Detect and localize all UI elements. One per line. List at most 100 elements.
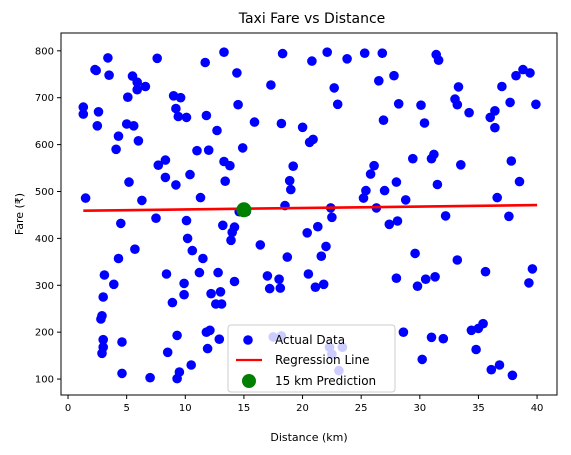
data-point [321, 241, 331, 252]
data-point [202, 343, 213, 354]
data-point [297, 122, 308, 133]
data-point [440, 211, 451, 221]
data-point [408, 153, 418, 164]
data-point [313, 221, 323, 232]
data-point [124, 177, 134, 187]
data-point [432, 179, 443, 190]
data-point [322, 47, 333, 57]
data-point [274, 274, 284, 285]
data-point [201, 110, 212, 121]
data-point [378, 115, 389, 125]
data-point [117, 337, 127, 347]
data-point [130, 244, 140, 254]
data-point [361, 185, 371, 196]
data-point [471, 344, 481, 355]
data-point [438, 333, 449, 344]
data-point [205, 325, 215, 336]
legend-label-actual-data: Actual Data [275, 333, 345, 347]
y-tick-label: 300 [35, 281, 54, 292]
data-point [132, 84, 142, 95]
data-point [98, 292, 108, 302]
y-tick-label: 400 [35, 234, 54, 245]
data-point [160, 172, 171, 183]
data-point [429, 149, 439, 160]
data-point [369, 160, 379, 171]
data-point [160, 155, 171, 165]
data-point [237, 143, 248, 153]
data-point [229, 222, 240, 232]
plot-area [78, 47, 541, 384]
legend: Actual Data Regression Line 15 km Predic… [227, 324, 396, 393]
data-point [203, 145, 214, 155]
data-point [377, 48, 388, 58]
data-point [92, 121, 103, 131]
data-point [524, 278, 534, 288]
x-tick-label: 20 [296, 403, 309, 414]
data-point [232, 68, 242, 78]
data-point [123, 92, 133, 102]
data-point [181, 215, 192, 226]
regression-line [83, 203, 538, 212]
data-point [117, 368, 127, 379]
data-point [379, 185, 390, 196]
data-point [410, 248, 420, 259]
data-point [308, 134, 318, 145]
data-point [525, 68, 535, 78]
data-point [527, 264, 538, 274]
prediction-point [236, 202, 252, 218]
data-point [284, 175, 295, 186]
data-point [98, 334, 108, 345]
data-point [416, 100, 426, 110]
data-point [113, 253, 124, 264]
x-tick-label: 0 [65, 403, 71, 414]
data-point [507, 370, 518, 381]
data-point [391, 273, 402, 284]
data-point [302, 228, 313, 238]
data-point [162, 347, 173, 358]
data-point [264, 283, 275, 294]
data-point [213, 267, 223, 278]
data-point [358, 193, 369, 203]
x-axis: 0 5 10 15 20 25 30 35 40 [65, 395, 543, 414]
data-point [78, 102, 89, 112]
data-point [332, 99, 343, 110]
data-point [137, 195, 147, 206]
data-point [218, 220, 228, 231]
legend-marker-actual-data [243, 335, 253, 345]
data-point [384, 219, 395, 230]
data-point [185, 169, 195, 180]
data-point [417, 354, 428, 365]
x-tick-label: 35 [472, 403, 485, 414]
data-point [392, 216, 403, 226]
legend-label-regression-line: Regression Line [275, 353, 369, 367]
data-point [419, 118, 430, 128]
data-point [233, 99, 243, 110]
data-point [318, 279, 329, 290]
x-tick-label: 15 [238, 403, 251, 414]
data-point [152, 53, 162, 64]
data-point [200, 57, 210, 68]
data-point [464, 107, 474, 118]
data-point [307, 56, 317, 66]
data-point [194, 267, 205, 278]
data-point [430, 272, 440, 282]
data-point [167, 297, 178, 308]
data-point [514, 176, 525, 187]
data-point [214, 334, 225, 345]
data-point [187, 245, 198, 256]
data-point [365, 169, 376, 179]
data-point [506, 156, 517, 166]
data-point [104, 70, 114, 80]
data-point [504, 211, 514, 222]
legend-label-15km-prediction: 15 km Prediction [275, 374, 376, 388]
y-tick-label: 800 [35, 46, 54, 57]
data-point [229, 276, 240, 287]
y-axis-label: Fare (₹) [13, 193, 26, 235]
data-point [310, 282, 321, 293]
plot-frame [60, 32, 558, 396]
data-point [420, 274, 431, 285]
data-point [480, 266, 491, 277]
y-tick-label: 500 [35, 187, 54, 198]
data-point [133, 136, 144, 146]
data-point [145, 372, 155, 383]
